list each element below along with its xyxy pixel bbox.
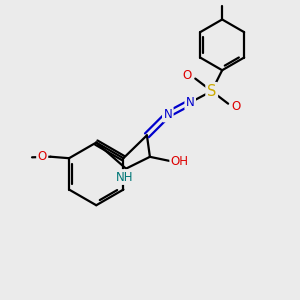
Text: NH: NH [116, 170, 133, 184]
Text: O: O [38, 150, 47, 163]
Text: N: N [186, 96, 195, 109]
Text: O: O [183, 69, 192, 82]
Text: OH: OH [171, 155, 189, 168]
Text: S: S [207, 84, 216, 99]
Text: O: O [232, 100, 241, 113]
Text: N: N [164, 108, 172, 121]
